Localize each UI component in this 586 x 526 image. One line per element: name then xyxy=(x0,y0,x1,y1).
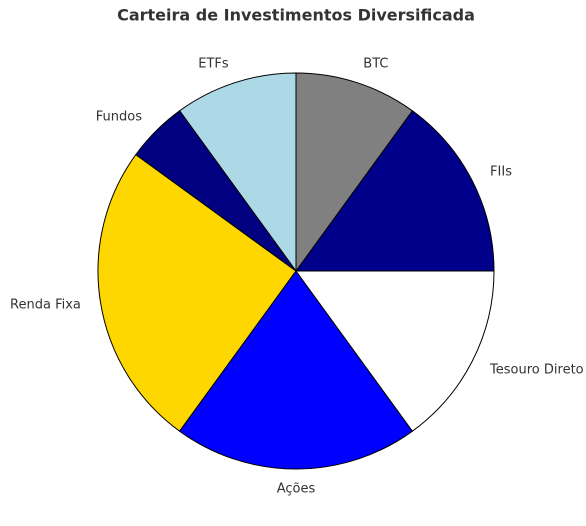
chart-title: Carteira de Investimentos Diversificada xyxy=(117,6,475,25)
slice-label: BTC xyxy=(363,56,388,71)
slice-label: Tesouro Direto xyxy=(489,362,584,377)
slice-label: Ações xyxy=(277,481,316,496)
slice-label: Fundos xyxy=(96,109,142,124)
slice-label: Renda Fixa xyxy=(10,298,81,313)
pie-slice xyxy=(295,110,495,272)
pie-slice xyxy=(135,110,297,272)
pie-slice xyxy=(178,72,297,273)
slice-label: ETFs xyxy=(198,56,229,71)
pie-slice xyxy=(97,153,297,432)
slice-label: FIIs xyxy=(490,165,512,180)
pie-slice xyxy=(295,72,414,273)
pie-slice xyxy=(178,270,414,470)
pie-slice xyxy=(295,270,495,432)
